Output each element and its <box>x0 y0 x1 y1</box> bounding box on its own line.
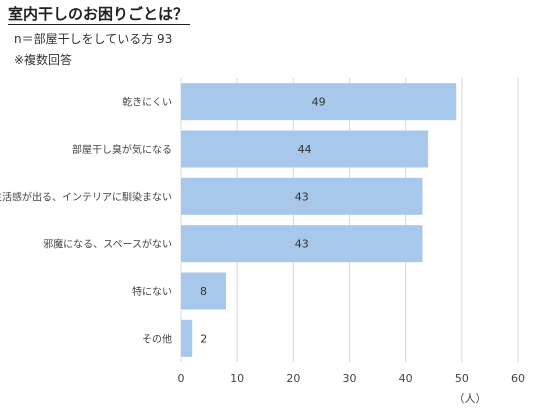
data-label: 43 <box>295 238 309 251</box>
sample-size-note: n＝部屋干しをしている方 93 <box>14 32 173 46</box>
category-label: 乾きにくい <box>122 96 172 109</box>
x-tick-label: 0 <box>178 372 185 385</box>
grid-lines <box>180 78 519 362</box>
category-label: その他 <box>142 332 172 345</box>
data-label: 43 <box>295 190 309 203</box>
category-label: 特にない <box>132 286 172 298</box>
x-tick-label: 60 <box>511 372 525 385</box>
data-label: 44 <box>298 143 312 156</box>
bar-1 <box>181 130 429 168</box>
x-tick-label: 50 <box>455 372 469 385</box>
bar-5 <box>181 319 193 357</box>
x-tick-label: 20 <box>286 372 300 385</box>
category-label: 生活感が出る、インテリアに馴染まない <box>0 190 172 203</box>
data-labels: 49 44 43 43 8 2 <box>200 96 326 346</box>
bars <box>181 83 457 357</box>
x-tick-label: 40 <box>399 372 413 385</box>
bar-4 <box>181 272 226 310</box>
category-label: 部屋干し臭が気になる <box>72 143 172 156</box>
x-tick-label: 10 <box>230 372 244 385</box>
data-label: 2 <box>200 332 207 345</box>
bar-2 <box>181 177 423 215</box>
chart-title: 室内干しのお困りごとは？ <box>8 5 191 25</box>
bar-0 <box>181 83 457 121</box>
x-axis-unit-label: （人） <box>454 392 487 405</box>
data-label: 49 <box>312 96 326 109</box>
category-labels: 乾きにくい部屋干し臭が気になる生活感が出る、インテリアに馴染まない邪魔になる、ス… <box>0 96 172 346</box>
category-label: 邪魔になる、スペースがない <box>43 238 172 251</box>
multiple-answer-note: ※複数回答 <box>14 53 73 67</box>
x-tick-label: 30 <box>343 372 357 385</box>
data-label: 8 <box>200 285 207 298</box>
x-tick-labels: 0 10 20 30 40 50 60 <box>178 372 526 385</box>
bar-3 <box>181 225 423 263</box>
